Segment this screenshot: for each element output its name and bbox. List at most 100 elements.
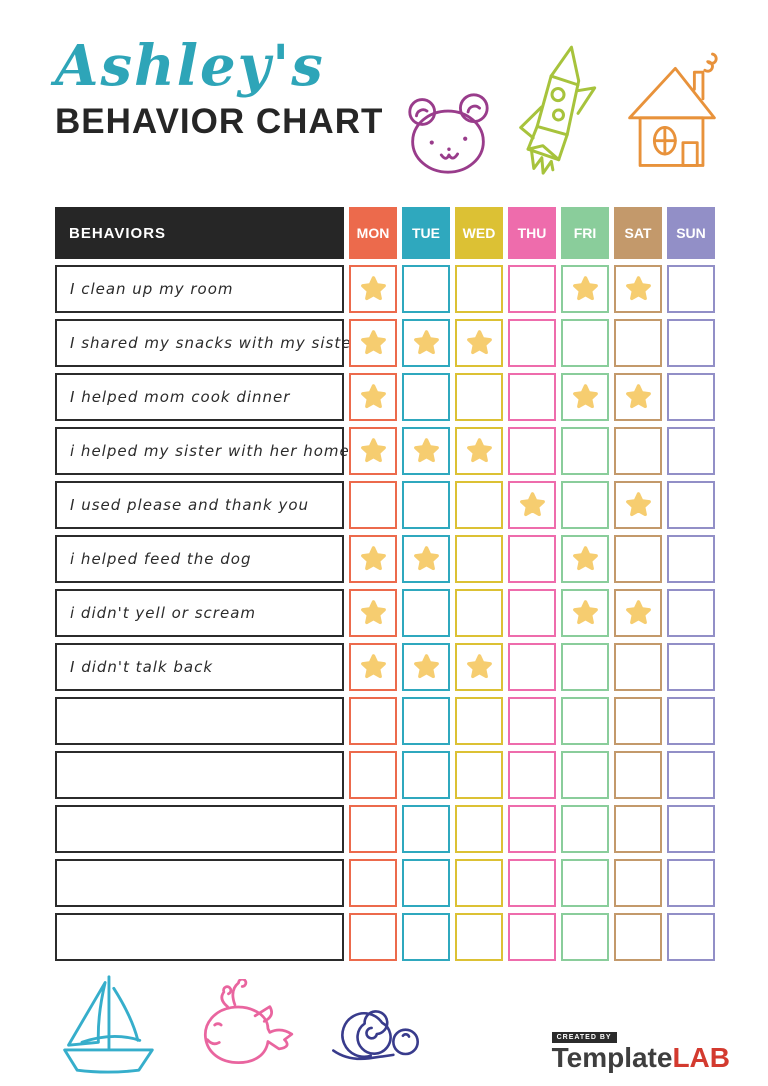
star-cell-mon-row3[interactable]: [349, 373, 397, 421]
star-cell-fri-row9[interactable]: [561, 697, 609, 745]
star-cell-fri-row5[interactable]: [561, 481, 609, 529]
star-cell-thu-row6[interactable]: [508, 535, 556, 583]
star-cell-mon-row12[interactable]: [349, 859, 397, 907]
star-cell-wed-row1[interactable]: [455, 265, 503, 313]
star-cell-mon-row9[interactable]: [349, 697, 397, 745]
star-cell-sat-row4[interactable]: [614, 427, 662, 475]
star-cell-wed-row7[interactable]: [455, 589, 503, 637]
star-cell-sat-row5[interactable]: [614, 481, 662, 529]
star-cell-fri-row3[interactable]: [561, 373, 609, 421]
star-cell-thu-row3[interactable]: [508, 373, 556, 421]
star-cell-thu-row8[interactable]: [508, 643, 556, 691]
star-cell-fri-row8[interactable]: [561, 643, 609, 691]
star-cell-mon-row13[interactable]: [349, 913, 397, 961]
star-cell-fri-row1[interactable]: [561, 265, 609, 313]
star-cell-wed-row12[interactable]: [455, 859, 503, 907]
star-cell-sun-row12[interactable]: [667, 859, 715, 907]
star-cell-sun-row6[interactable]: [667, 535, 715, 583]
star-cell-sun-row5[interactable]: [667, 481, 715, 529]
star-cell-sun-row4[interactable]: [667, 427, 715, 475]
star-cell-tue-row7[interactable]: [402, 589, 450, 637]
star-cell-tue-row1[interactable]: [402, 265, 450, 313]
star-cell-fri-row6[interactable]: [561, 535, 609, 583]
star-cell-wed-row10[interactable]: [455, 751, 503, 799]
star-cell-tue-row13[interactable]: [402, 913, 450, 961]
star-cell-wed-row9[interactable]: [455, 697, 503, 745]
star-cell-sat-row12[interactable]: [614, 859, 662, 907]
star-cell-wed-row4[interactable]: [455, 427, 503, 475]
star-cell-tue-row11[interactable]: [402, 805, 450, 853]
star-cell-wed-row6[interactable]: [455, 535, 503, 583]
star-cell-mon-row1[interactable]: [349, 265, 397, 313]
star-cell-thu-row7[interactable]: [508, 589, 556, 637]
day-header-mon: MON: [349, 207, 397, 259]
star-cell-sat-row8[interactable]: [614, 643, 662, 691]
star-icon: [466, 653, 492, 678]
star-cell-fri-row4[interactable]: [561, 427, 609, 475]
star-cell-sun-row2[interactable]: [667, 319, 715, 367]
star-cell-sat-row6[interactable]: [614, 535, 662, 583]
star-cell-thu-row1[interactable]: [508, 265, 556, 313]
star-cell-thu-row12[interactable]: [508, 859, 556, 907]
star-cell-wed-row3[interactable]: [455, 373, 503, 421]
star-cell-mon-row11[interactable]: [349, 805, 397, 853]
star-cell-fri-row7[interactable]: [561, 589, 609, 637]
star-cell-thu-row2[interactable]: [508, 319, 556, 367]
star-cell-tue-row6[interactable]: [402, 535, 450, 583]
star-icon: [625, 383, 651, 408]
star-cell-sun-row1[interactable]: [667, 265, 715, 313]
star-cell-sat-row13[interactable]: [614, 913, 662, 961]
star-cell-mon-row2[interactable]: [349, 319, 397, 367]
star-cell-sat-row10[interactable]: [614, 751, 662, 799]
star-cell-thu-row10[interactable]: [508, 751, 556, 799]
star-cell-sun-row3[interactable]: [667, 373, 715, 421]
star-cell-sun-row9[interactable]: [667, 697, 715, 745]
star-cell-sat-row7[interactable]: [614, 589, 662, 637]
star-cell-tue-row8[interactable]: [402, 643, 450, 691]
star-cell-thu-row11[interactable]: [508, 805, 556, 853]
day-header-sun: SUN: [667, 207, 715, 259]
star-cell-sun-row7[interactable]: [667, 589, 715, 637]
star-cell-fri-row2[interactable]: [561, 319, 609, 367]
star-cell-wed-row8[interactable]: [455, 643, 503, 691]
star-cell-mon-row5[interactable]: [349, 481, 397, 529]
star-cell-fri-row13[interactable]: [561, 913, 609, 961]
star-cell-fri-row11[interactable]: [561, 805, 609, 853]
star-cell-mon-row7[interactable]: [349, 589, 397, 637]
star-cell-sun-row10[interactable]: [667, 751, 715, 799]
star-cell-thu-row9[interactable]: [508, 697, 556, 745]
star-cell-tue-row12[interactable]: [402, 859, 450, 907]
house-icon: [622, 50, 722, 180]
star-cell-sat-row1[interactable]: [614, 265, 662, 313]
star-cell-fri-row10[interactable]: [561, 751, 609, 799]
star-icon: [360, 545, 386, 570]
star-cell-thu-row13[interactable]: [508, 913, 556, 961]
star-cell-mon-row8[interactable]: [349, 643, 397, 691]
star-cell-sat-row9[interactable]: [614, 697, 662, 745]
star-cell-sun-row8[interactable]: [667, 643, 715, 691]
star-cell-tue-row4[interactable]: [402, 427, 450, 475]
star-cell-thu-row4[interactable]: [508, 427, 556, 475]
top-decorations: [400, 42, 722, 182]
star-cell-sat-row3[interactable]: [614, 373, 662, 421]
star-cell-sun-row13[interactable]: [667, 913, 715, 961]
star-cell-wed-row11[interactable]: [455, 805, 503, 853]
star-cell-wed-row13[interactable]: [455, 913, 503, 961]
star-cell-fri-row12[interactable]: [561, 859, 609, 907]
brand-suffix: LAB: [672, 1042, 730, 1073]
star-cell-sat-row11[interactable]: [614, 805, 662, 853]
star-cell-mon-row10[interactable]: [349, 751, 397, 799]
star-cell-tue-row3[interactable]: [402, 373, 450, 421]
star-cell-mon-row6[interactable]: [349, 535, 397, 583]
star-cell-tue-row10[interactable]: [402, 751, 450, 799]
star-cell-thu-row5[interactable]: [508, 481, 556, 529]
star-cell-tue-row5[interactable]: [402, 481, 450, 529]
star-cell-tue-row2[interactable]: [402, 319, 450, 367]
star-cell-sun-row11[interactable]: [667, 805, 715, 853]
star-cell-tue-row9[interactable]: [402, 697, 450, 745]
star-cell-sat-row2[interactable]: [614, 319, 662, 367]
star-cell-wed-row5[interactable]: [455, 481, 503, 529]
star-icon: [466, 437, 492, 462]
star-cell-wed-row2[interactable]: [455, 319, 503, 367]
star-cell-mon-row4[interactable]: [349, 427, 397, 475]
